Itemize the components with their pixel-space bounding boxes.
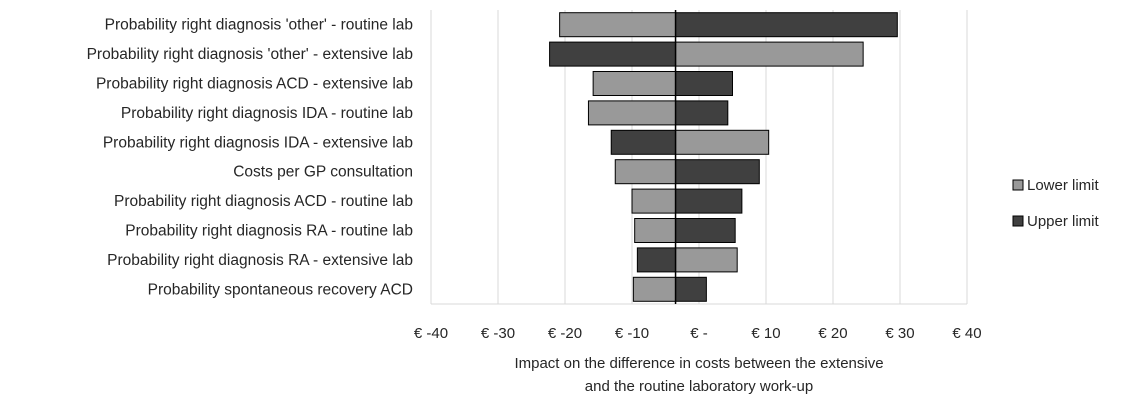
x-axis-title-line-2: and the routine laboratory work-up	[585, 378, 813, 395]
lower-limit-bar-5	[614, 159, 677, 185]
x-tick-label-7: € 30	[885, 325, 914, 342]
legend: Lower limit Upper limit	[1012, 177, 1100, 230]
x-tick-label-4: € -	[690, 325, 708, 342]
category-label-7: Probability right diagnosis RA - routine…	[125, 223, 413, 240]
x-axis-title-line-1: Impact on the difference in costs betwee…	[514, 355, 883, 372]
x-tick-labels: € -40 € -30 € -20 € -10 € - € 10 € 20 € 30 € 40	[414, 325, 982, 342]
upper-limit-bar-2	[675, 71, 733, 96]
upper-limit-bar-5	[675, 159, 760, 185]
lower-limit-bar-1	[675, 41, 864, 67]
lower-limit-bar-2	[592, 71, 677, 96]
lower-limit-bar-9	[632, 276, 677, 302]
upper-limit-bar-3	[675, 100, 729, 126]
x-tick-label-2: € -20	[548, 325, 582, 342]
legend-swatch-1	[1012, 215, 1024, 227]
upper-limit-bar-4	[610, 129, 677, 155]
legend-label-1: Upper limit	[1027, 213, 1100, 230]
upper-limit-bar-7	[675, 218, 736, 243]
upper-limit-bar-0	[675, 12, 898, 38]
x-tick-label-1: € -30	[481, 325, 515, 342]
upper-limit-bar-9	[675, 276, 707, 302]
x-tick-label-6: € 20	[818, 325, 847, 342]
category-labels: Probability right diagnosis 'other' - ro…	[87, 17, 413, 299]
category-label-3: Probability right diagnosis IDA - routin…	[121, 105, 413, 122]
x-tick-label-3: € -10	[615, 325, 649, 342]
upper-limit-bar-1	[549, 41, 677, 67]
category-label-2: Probability right diagnosis ACD - extens…	[96, 76, 413, 93]
lower-limit-bar-0	[559, 12, 677, 38]
lower-limit-bar-3	[587, 100, 677, 126]
legend-label-0: Lower limit	[1027, 177, 1100, 194]
lower-limit-bar-7	[634, 218, 677, 243]
category-label-9: Probability spontaneous recovery ACD	[148, 281, 413, 298]
legend-swatch-0	[1012, 179, 1024, 191]
category-label-4: Probability right diagnosis IDA - extens…	[103, 134, 413, 151]
lower-limit-bar-8	[675, 247, 738, 273]
lower-limit-bar-6	[631, 188, 677, 214]
x-tick-label-8: € 40	[952, 325, 981, 342]
category-label-6: Probability right diagnosis ACD - routin…	[114, 193, 413, 210]
category-label-8: Probability right diagnosis RA - extensi…	[107, 252, 413, 269]
upper-limit-bar-8	[636, 247, 677, 273]
category-label-1: Probability right diagnosis 'other' - ex…	[87, 46, 413, 63]
upper-limit-bar-6	[675, 188, 743, 214]
lower-limit-bar-4	[675, 129, 770, 155]
x-tick-label-5: € 10	[751, 325, 780, 342]
category-label-5: Costs per GP consultation	[233, 164, 413, 181]
bars	[549, 12, 898, 302]
x-tick-label-0: € -40	[414, 325, 448, 342]
category-label-0: Probability right diagnosis 'other' - ro…	[105, 17, 413, 34]
